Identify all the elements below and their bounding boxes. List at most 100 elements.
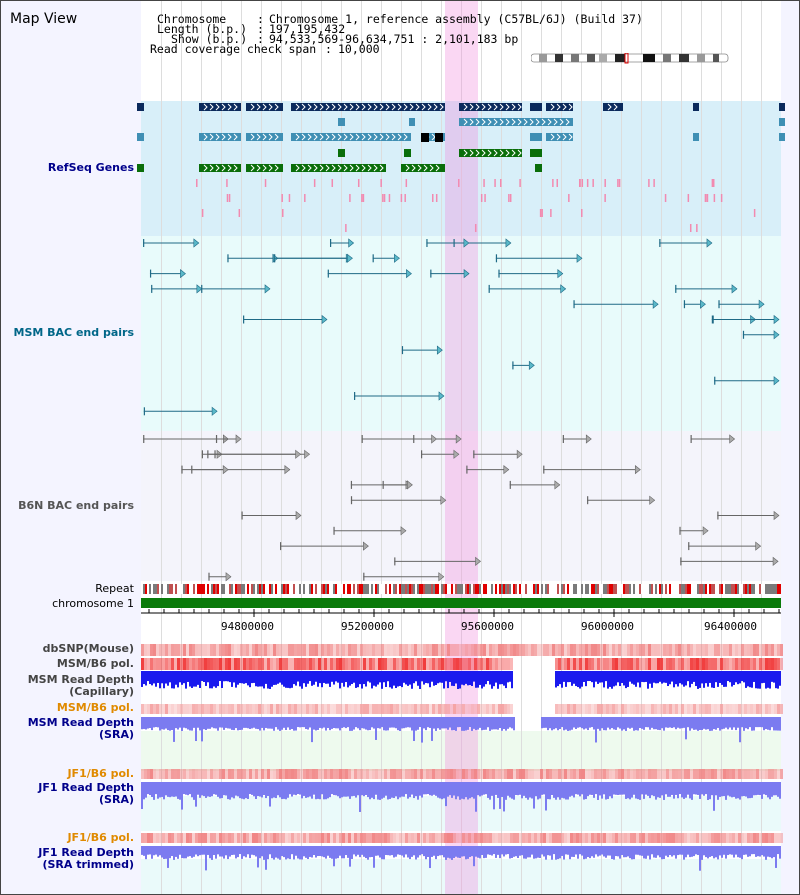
- track-label-jf1-depth-sra[interactable]: JF1 Read Depth (SRA): [38, 781, 134, 806]
- read-depth-bar: [723, 671, 725, 687]
- track-label-msm-bac[interactable]: MSM BAC end pairs: [13, 326, 134, 339]
- repeat-mark: [407, 584, 409, 594]
- polymorphism-mark: [186, 644, 189, 656]
- read-depth-bar: [737, 671, 739, 685]
- read-depth-bar: [215, 671, 217, 688]
- read-depth-bar: [559, 846, 561, 859]
- track-label-dbsnp[interactable]: dbSNP(Mouse): [42, 642, 134, 655]
- polymorphism-mark: [447, 833, 450, 843]
- track-label-refseq[interactable]: RefSeq Genes: [47, 161, 134, 174]
- read-depth-bar: [273, 717, 275, 731]
- repeat-mark: [707, 584, 709, 594]
- bac-end-arrow: [453, 449, 460, 459]
- polymorphism-mark: [228, 704, 231, 714]
- read-depth-bar: [755, 717, 757, 728]
- polymorphism-mark: [387, 704, 390, 714]
- repeat-mark: [477, 584, 479, 594]
- gene-strand-marker: [409, 103, 414, 111]
- repeat-mark: [451, 584, 453, 594]
- read-depth-bar: [435, 671, 437, 685]
- track-label-msm-b6-pol-2[interactable]: MSM/B6 pol.: [56, 701, 134, 714]
- repeat-mark: [395, 584, 397, 594]
- polymorphism-mark: [765, 658, 768, 670]
- polymorphism-mark: [396, 769, 399, 779]
- track-label-b6n-bac[interactable]: B6N BAC end pairs: [18, 499, 134, 512]
- read-depth-bar: [515, 782, 517, 796]
- repeat-mark: [757, 584, 759, 594]
- repeat-mark: [555, 584, 557, 594]
- read-depth-bar: [691, 671, 693, 684]
- polymorphism-mark: [690, 704, 693, 714]
- track-label-jf1-b6-pol-2[interactable]: JF1/B6 pol.: [67, 831, 134, 844]
- polymorphism-mark: [162, 769, 165, 779]
- read-depth-bar: [227, 671, 229, 682]
- read-depth-bar: [241, 846, 243, 859]
- repeat-mark: [383, 584, 385, 594]
- polymorphism-mark: [672, 644, 675, 656]
- read-depth-bar: [591, 782, 593, 795]
- polymorphism-mark: [579, 658, 582, 670]
- read-depth-bar: [469, 717, 471, 728]
- bac-end-arrow: [576, 253, 583, 263]
- polymorphism-mark: [711, 704, 714, 714]
- read-depth-bar: [353, 717, 355, 730]
- polymorphism-mark: [297, 769, 300, 779]
- polymorphism-mark: [294, 769, 297, 779]
- track-label-msm-depth-cap[interactable]: MSM Read Depth (Capillary): [27, 673, 134, 698]
- read-depth-bar: [631, 717, 633, 728]
- read-depth-bar: [567, 671, 569, 683]
- polymorphism-mark: [387, 833, 390, 843]
- gene-block: [291, 164, 386, 172]
- polymorphism-mark: [234, 658, 237, 670]
- polymorphism-mark: [321, 644, 324, 656]
- repeat-mark: [583, 584, 585, 594]
- track-label-msm-depth-sra[interactable]: MSM Read Depth (SRA): [27, 716, 134, 741]
- read-depth-bar: [277, 846, 279, 859]
- polymorphism-mark: [624, 769, 627, 779]
- gene-strand-marker: [215, 103, 220, 111]
- repeat-mark: [613, 584, 615, 594]
- read-depth-bar: [609, 717, 611, 730]
- track-label-jf1-b6-pol-1[interactable]: JF1/B6 pol.: [67, 767, 134, 780]
- polymorphism-mark: [234, 704, 237, 714]
- read-depth-bar: [749, 782, 751, 799]
- polymorphism-mark: [576, 833, 579, 843]
- polymorphism-mark: [687, 833, 690, 843]
- polymorphism-mark: [237, 769, 240, 779]
- repeat-mark: [761, 584, 763, 594]
- read-depth-bar: [555, 846, 557, 860]
- repeat-mark: [537, 584, 539, 594]
- gene-strand-marker: [301, 133, 306, 141]
- repeat-mark: [717, 584, 719, 594]
- read-depth-bar: [331, 782, 333, 795]
- track-label-jf1-depth-trim[interactable]: JF1 Read Depth (SRA trimmed): [38, 846, 134, 871]
- read-depth-bar: [677, 782, 679, 799]
- repeat-mark: [581, 584, 583, 594]
- gene-block: [291, 133, 411, 141]
- read-depth-bar: [365, 717, 367, 730]
- read-depth-bar: [267, 717, 269, 729]
- polymorphism-mark: [462, 769, 465, 779]
- read-depth-bar: [605, 782, 607, 800]
- read-depth-bar: [763, 846, 765, 857]
- polymorphism-mark: [468, 769, 471, 779]
- polymorphism-mark: [420, 658, 423, 670]
- polymorphism-mark: [330, 769, 333, 779]
- polymorphism-mark: [408, 658, 411, 670]
- read-depth-bar: [777, 717, 779, 731]
- polymorphism-mark: [213, 644, 216, 656]
- read-depth-bar: [683, 782, 685, 799]
- chromosome-ideogram[interactable]: [531, 53, 731, 67]
- polymorphism-mark: [348, 658, 351, 670]
- ideogram-band: [615, 54, 625, 62]
- polymorphism-mark: [591, 644, 594, 656]
- track-label-msm-b6-pol-1[interactable]: MSM/B6 pol.: [56, 657, 134, 670]
- polymorphism-mark: [510, 644, 513, 656]
- read-depth-bar: [753, 782, 755, 796]
- read-depth-bar: [165, 846, 167, 859]
- read-depth-bar: [253, 717, 255, 728]
- read-depth-bar: [405, 846, 407, 855]
- polymorphism-mark: [462, 833, 465, 843]
- read-depth-bar: [325, 717, 327, 731]
- polymorphism-mark: [429, 769, 432, 779]
